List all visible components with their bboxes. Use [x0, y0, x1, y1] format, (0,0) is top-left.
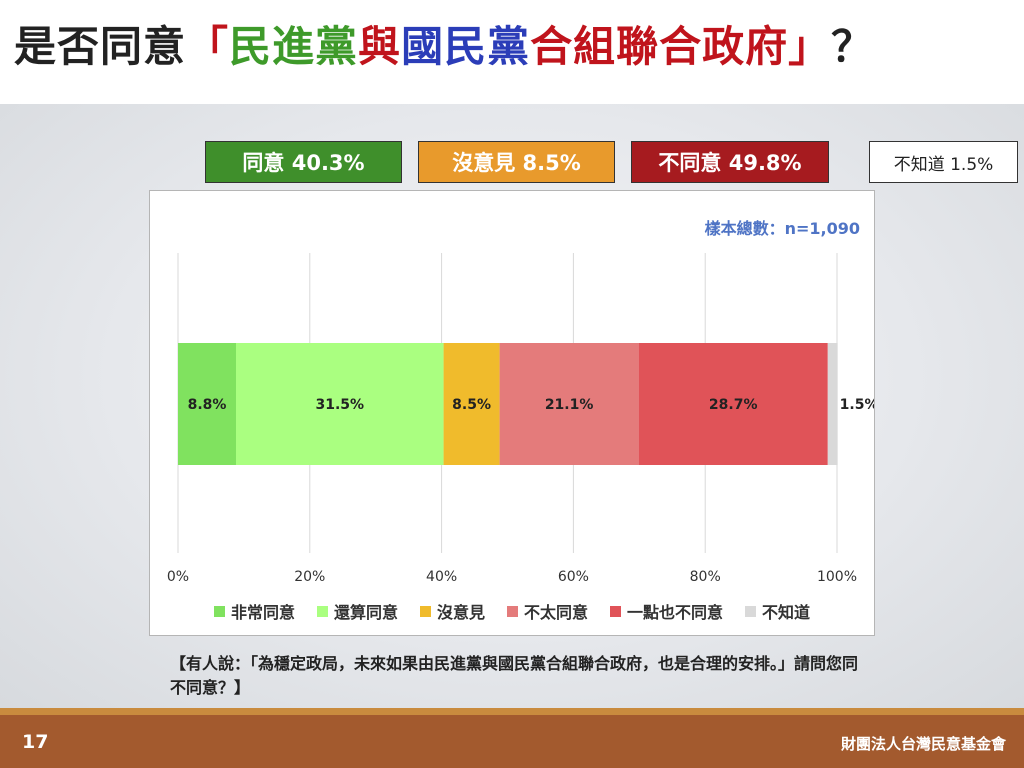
bar-segment	[499, 343, 639, 465]
summary-agree: 同意 40.3%	[205, 141, 402, 183]
legend-swatch	[213, 605, 225, 617]
legend-item: 沒意見	[419, 599, 485, 623]
stacked-bar-chart: 0% 20% 40% 60% 80% 100% 8.8% 31.5% 8.5% 21.1% 28.7…	[167, 253, 874, 585]
legend-label: 不太同意	[524, 603, 589, 622]
x-tick-label: 100%	[817, 569, 857, 585]
summary-no-opinion: 沒意見 8.5%	[418, 141, 615, 183]
survey-question: 【有人說：「為穩定政局，未來如果由民進黨與國民黨合組聯合政府，也是合理的安排。」…	[170, 654, 859, 697]
legend-label: 一點也不同意	[627, 603, 724, 622]
title-part-and: 與	[358, 22, 402, 71]
legend-label: 沒意見	[436, 603, 485, 622]
x-tick-label: 60%	[558, 569, 589, 585]
x-tick-label: 80%	[690, 569, 721, 585]
footer-bar: 17 財團法人台灣民意基金會	[0, 715, 1024, 768]
title-part-dpp: 民進黨	[229, 22, 359, 71]
footer-accent-line	[0, 708, 1024, 715]
summary-disagree: 不同意 49.8%	[631, 141, 829, 183]
title-part-coalition: 合組聯合政府	[530, 22, 789, 71]
legend-item: 不太同意	[507, 599, 588, 623]
legend-item: 非常同意	[213, 599, 295, 623]
bar-data-label: 21.1%	[545, 397, 594, 413]
page-number: 17	[22, 731, 49, 753]
x-tick-label: 20%	[294, 569, 325, 585]
legend-swatch	[745, 605, 757, 617]
bar-data-label: 8.8%	[188, 397, 227, 413]
legend-item: 不知道	[745, 599, 810, 623]
bar-data-label: 28.7%	[709, 397, 758, 413]
bar-segment	[178, 343, 236, 465]
title-question-mark: ？	[831, 22, 875, 71]
bar-data-label: 8.5%	[452, 397, 491, 413]
title-band: 是否同意「民進黨與國民黨合組聯合政府」？	[0, 0, 1024, 104]
x-tick-label: 0%	[167, 569, 189, 585]
bar-segment	[235, 343, 444, 465]
bar-data-label: 31.5%	[315, 397, 364, 413]
page-title: 是否同意「民進黨與國民黨合組聯合政府」？	[14, 22, 875, 71]
bar-segment	[443, 343, 500, 465]
summary-dont-know: 不知道 1.5%	[869, 141, 1018, 183]
legend-swatch	[610, 605, 622, 617]
title-bracket-open: 「	[186, 22, 230, 71]
legend-swatch	[316, 605, 328, 617]
chart-panel: 樣本總數：n=1,090 0% 20% 40% 60% 80% 100% 8.8% 31.5%…	[149, 190, 875, 636]
legend-swatch	[419, 605, 431, 617]
sample-size: 樣本總數：n=1,090	[704, 219, 860, 238]
bar-segment	[638, 343, 828, 465]
legend-item: 還算同意	[316, 599, 398, 623]
chart-legend: 非常同意 還算同意 沒意見 不太同意 一點也不同意 不知道	[150, 599, 874, 623]
bar-data-label: 1.5%	[840, 397, 874, 413]
title-part-kmt: 國民黨	[401, 22, 531, 71]
x-tick-label: 40%	[426, 569, 457, 585]
bar-segment	[827, 343, 838, 465]
organization-name: 財團法人台灣民意基金會	[840, 735, 1006, 753]
legend-swatch	[507, 605, 518, 617]
legend-item: 一點也不同意	[610, 599, 723, 623]
legend-label: 非常同意	[230, 603, 295, 622]
legend-label: 不知道	[762, 603, 811, 622]
title-part-prefix: 是否同意	[14, 22, 187, 71]
title-bracket-close: 」	[788, 22, 832, 71]
legend-label: 還算同意	[333, 603, 398, 622]
